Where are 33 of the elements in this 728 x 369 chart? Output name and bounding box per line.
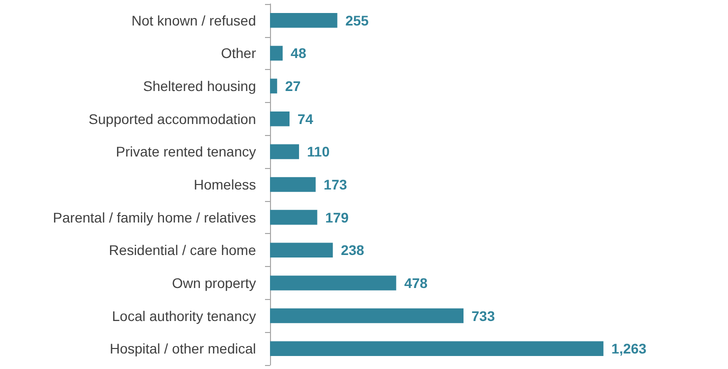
bar <box>270 46 283 61</box>
y-tick-label: Not known / refused <box>131 12 256 28</box>
y-tick-label: Residential / care home <box>108 242 256 258</box>
data-label: 179 <box>325 209 349 226</box>
bar <box>270 177 316 192</box>
y-tick-label: Sheltered housing <box>143 78 256 94</box>
data-label: 1,263 <box>611 340 647 357</box>
y-tick-label: Hospital / other medical <box>110 340 256 357</box>
bar <box>270 308 464 324</box>
data-label: 238 <box>340 242 364 258</box>
data-label: 478 <box>404 274 428 291</box>
data-label: 173 <box>324 176 348 192</box>
bar <box>270 78 278 94</box>
y-tick-label: Private rented tenancy <box>116 144 256 160</box>
y-tick-label: Homeless <box>194 176 256 192</box>
bar <box>270 111 290 126</box>
y-tick-label: Parental / family home / relatives <box>52 209 256 226</box>
y-tick-label: Local authority tenancy <box>112 308 256 324</box>
bar <box>270 276 396 290</box>
y-tick-label: Own property <box>172 274 256 291</box>
data-label: 27 <box>285 78 301 94</box>
data-label: 733 <box>472 308 496 324</box>
bar <box>270 242 333 258</box>
data-label: 48 <box>290 45 306 62</box>
bar <box>270 13 338 28</box>
bar <box>270 144 300 160</box>
bar <box>270 341 604 356</box>
y-tick-label: Other <box>220 45 256 62</box>
data-label: 110 <box>307 144 330 160</box>
y-tick-label: Supported accommodation <box>88 110 256 127</box>
bar <box>270 210 318 225</box>
data-label: 74 <box>298 110 314 127</box>
data-label: 255 <box>345 12 369 28</box>
